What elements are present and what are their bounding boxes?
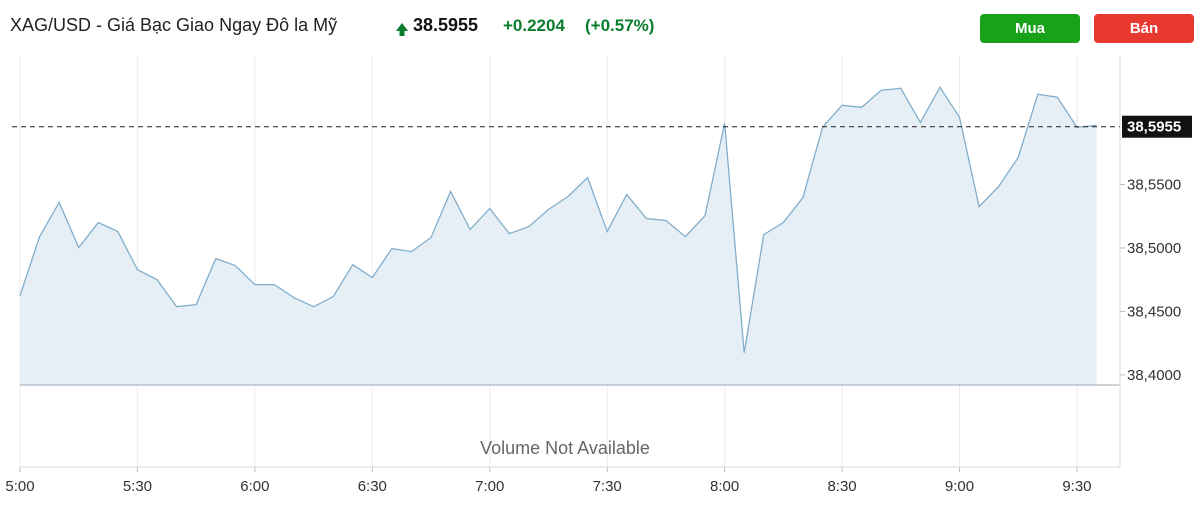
buy-button[interactable]: Mua: [980, 14, 1080, 43]
plot: 5:00 5:30 6:00 6:30 7:00 7:30 8:00 8:30 9:00 9:30…: [5, 55, 1192, 495]
reference-label: 38,5955: [1127, 119, 1181, 136]
x-tick-label: 6:30: [358, 478, 387, 495]
sell-button[interactable]: Bán: [1094, 14, 1194, 43]
y-tick-label: 38,5000: [1127, 240, 1181, 257]
change-percent: (+0.57%): [585, 16, 654, 35]
x-tick-label: 9:30: [1062, 478, 1091, 495]
x-tick-label: 5:00: [5, 478, 34, 495]
x-tick-label: 7:30: [593, 478, 622, 495]
reference-label-box: [1122, 115, 1192, 138]
price: 38.5955: [413, 15, 478, 35]
area-fill: [20, 87, 1097, 385]
title: XAG/USD - Giá Bạc Giao Ngay Đô la Mỹ: [10, 15, 337, 35]
x-tick-label: 9:00: [945, 478, 974, 495]
x-tick-label: 7:00: [475, 478, 504, 495]
up-arrow: [396, 23, 408, 36]
x-tick-label: 8:00: [710, 478, 739, 495]
line: [19, 85, 1097, 353]
change: +0.2204: [503, 16, 565, 35]
volume-note: Volume Not Available: [480, 438, 650, 458]
x-tick-label: 6:00: [240, 478, 269, 495]
y-tick-label: 38,5500: [1127, 176, 1181, 193]
y-tick-label: 38,4500: [1127, 303, 1181, 320]
x-tick-label: 5:30: [123, 478, 152, 495]
x-tick-label: 8:30: [827, 478, 856, 495]
y-tick-label: 38,4000: [1127, 367, 1181, 384]
